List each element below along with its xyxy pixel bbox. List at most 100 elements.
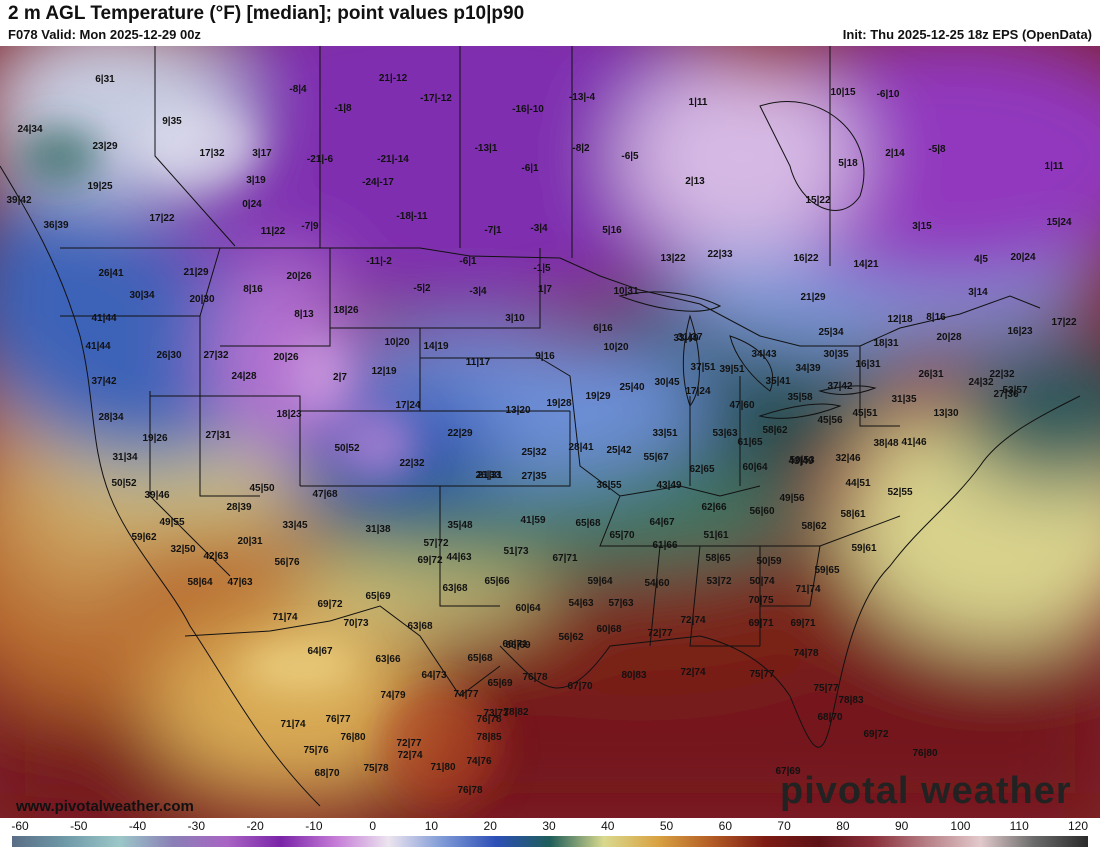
point-value-label: 76|78 (457, 785, 482, 796)
colorbar-tick-label: 50 (659, 819, 674, 833)
point-value-label: 47|63 (227, 577, 252, 588)
point-value-label: 17|22 (149, 213, 174, 224)
point-value-label: 1|7 (538, 284, 552, 295)
point-value-label: 65|69 (365, 591, 390, 602)
brand-logo: pivotal weather (780, 770, 1072, 812)
point-value-label: 71|74 (272, 612, 297, 623)
point-value-label: 10|20 (603, 342, 628, 353)
colorbar-tick-label: -60 (11, 819, 29, 833)
point-value-label: 22|29 (447, 428, 472, 439)
point-value-label: 21|31 (477, 470, 502, 481)
point-value-label: 71|74 (280, 719, 305, 730)
point-value-label: 39|51 (719, 364, 744, 375)
point-value-label: 45|51 (852, 408, 877, 419)
point-value-label: 27|31 (205, 430, 230, 441)
point-value-label: 9|35 (162, 116, 182, 127)
point-value-label: 13|22 (660, 253, 685, 264)
point-value-label: 44|51 (845, 478, 870, 489)
point-value-label: 72|77 (396, 738, 421, 749)
point-value-label: 58|61 (840, 509, 865, 520)
point-value-label: 52|55 (887, 487, 912, 498)
point-value-label: 63|68 (442, 583, 467, 594)
point-value-label: 27|36 (993, 389, 1018, 400)
point-value-label: 76|78 (476, 714, 501, 725)
point-value-label: -11|-2 (366, 256, 392, 267)
point-value-label: 31|34 (112, 452, 137, 463)
point-value-label: 50|74 (749, 576, 774, 587)
point-value-label: 56|62 (558, 632, 583, 643)
point-value-label: 19|28 (546, 398, 571, 409)
point-value-label: 56|60 (749, 506, 774, 517)
colorbar-tick-label: 60 (718, 819, 733, 833)
point-value-label: 31|35 (891, 394, 916, 405)
point-value-label: 35|58 (787, 392, 812, 403)
point-value-label: 53|57 (1002, 385, 1027, 396)
colorbar-tick-label: 100 (950, 819, 971, 833)
point-value-label: 12|18 (887, 314, 912, 325)
point-value-label: 26|41 (98, 268, 123, 279)
point-value-label: 69|71 (790, 618, 815, 629)
colorbar-tick-label: 0 (369, 819, 376, 833)
colorbar-tick-label: 90 (894, 819, 909, 833)
point-value-label: 50|59 (756, 556, 781, 567)
point-value-label: 20|28 (936, 332, 961, 343)
point-value-label: 53|72 (706, 576, 731, 587)
point-value-label: 13|20 (505, 405, 530, 416)
point-value-label: 41|44 (91, 313, 116, 324)
point-value-label: 41|46 (901, 437, 926, 448)
colorbar-tick-label: 30 (542, 819, 556, 833)
point-value-label: 25|32 (521, 447, 546, 458)
point-value-label: 20|30 (189, 294, 214, 305)
point-value-label: -8|4 (289, 84, 307, 95)
point-value-label: 62|65 (689, 464, 714, 475)
point-value-label: 70|75 (748, 595, 773, 606)
point-value-label: 3|19 (246, 175, 266, 186)
point-value-label: -8|2 (572, 143, 590, 154)
point-value-label: 69|71 (748, 618, 773, 629)
point-value-label: 41|59 (520, 515, 545, 526)
init-time: Init: Thu 2025-12-25 18z EPS (OpenData) (842, 27, 1092, 42)
us-canada-border (60, 247, 1041, 347)
point-value-label: 57|63 (608, 598, 633, 609)
point-value-label: 74|76 (466, 756, 491, 767)
point-value-label: 16|23 (1007, 326, 1032, 337)
point-value-label: 21|29 (183, 267, 208, 278)
point-value-label: 17|24 (685, 386, 710, 397)
point-value-label: 57|72 (423, 538, 448, 549)
point-value-label: -5|8 (928, 144, 946, 155)
point-value-label: 31|37 (677, 332, 702, 343)
point-value-label: 2|7 (333, 372, 347, 383)
point-value-label: 23|29 (92, 141, 117, 152)
point-value-label: 33|51 (652, 428, 677, 439)
point-value-label: 75|76 (303, 745, 328, 756)
point-value-label: 18|26 (333, 305, 358, 316)
point-value-label: 25|40 (619, 382, 644, 393)
point-value-label: 78|85 (476, 732, 501, 743)
us-mexico-border (184, 605, 501, 697)
point-value-label: -6|1 (521, 163, 539, 174)
state-lines (60, 247, 901, 647)
point-value-label: -13|1 (475, 143, 498, 154)
point-value-label: 65|70 (609, 530, 634, 541)
point-value-label: 14|19 (423, 341, 448, 352)
point-value-label: -1|5 (533, 263, 551, 274)
point-value-label: 42|63 (203, 551, 228, 562)
point-value-label: 49|56 (779, 493, 804, 504)
point-value-label: 58|62 (801, 521, 826, 532)
point-value-label: 64|67 (649, 517, 674, 528)
point-value-label: -7|9 (301, 221, 319, 232)
point-value-label: 17|32 (199, 148, 224, 159)
point-value-label: -21|-14 (377, 154, 409, 165)
point-value-label: 18|23 (276, 409, 301, 420)
point-value-label: 78|83 (838, 695, 863, 706)
point-value-label: 10|15 (830, 87, 855, 98)
point-value-label: 24|28 (231, 371, 256, 382)
point-value-label: 20|26 (273, 352, 298, 363)
colorbar-tick-label: -30 (187, 819, 205, 833)
point-value-label: 24|34 (17, 124, 42, 135)
point-value-label: 45|50 (249, 483, 274, 494)
temperature-map[interactable]: 6|31 24|34 23|29 9|35 19|25 39|42 17|32 3|17 3|1… (0, 46, 1100, 818)
point-value-label: 74|78 (793, 648, 818, 659)
point-value-label: 66|71 (502, 639, 527, 650)
point-value-label: 17|22 (1051, 317, 1076, 328)
